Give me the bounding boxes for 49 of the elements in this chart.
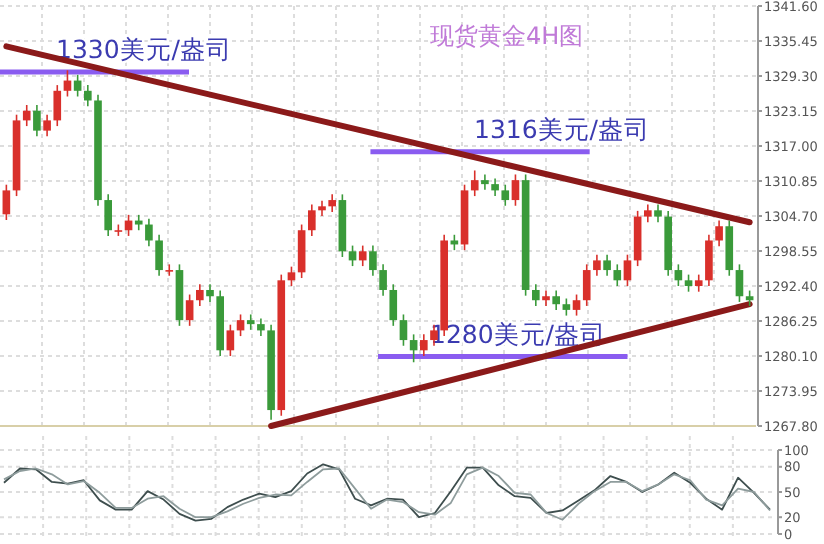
- candlestick: [84, 84, 92, 107]
- candlestick: [572, 293, 581, 317]
- candlestick: [623, 253, 632, 287]
- candlestick: [297, 223, 306, 279]
- candlestick: [236, 313, 245, 337]
- candlestick: [409, 333, 418, 364]
- candlestick: [379, 263, 387, 297]
- candlestick: [22, 104, 31, 127]
- candlestick: [33, 104, 41, 138]
- candlestick: [287, 265, 296, 287]
- text: 现货黄金4H图: [430, 22, 584, 50]
- candlestick: [145, 218, 153, 247]
- candlestick: [511, 173, 520, 207]
- candlestick: [582, 263, 591, 307]
- candlestick: [399, 313, 408, 347]
- candlestick: [501, 183, 510, 207]
- candlestick: [613, 263, 622, 287]
- candlestick: [53, 84, 62, 127]
- candlestick: [481, 173, 489, 191]
- candlestick: [155, 233, 163, 277]
- candlestick: [735, 263, 744, 303]
- candlestick: [246, 313, 255, 331]
- candlestick: [715, 219, 723, 247]
- candlestick: [308, 203, 316, 237]
- ref-line-label: 1330美元/盎司: [56, 34, 233, 65]
- candlestick: [185, 293, 194, 327]
- candlestick: [348, 244, 357, 267]
- candlestick: [593, 253, 601, 277]
- candlestick: [358, 244, 367, 267]
- candlestick: [674, 263, 683, 287]
- candlestick: [196, 283, 204, 307]
- candlestick: [226, 323, 235, 357]
- candlestick: [420, 333, 428, 357]
- candlestick: [389, 283, 398, 327]
- candlestick: [165, 263, 174, 277]
- candlestick: [705, 233, 713, 287]
- candlestick: [552, 289, 560, 311]
- candlestick: [532, 283, 540, 307]
- candlestick: [104, 193, 112, 237]
- candlestick: [633, 210, 642, 267]
- candlestick: [470, 169, 479, 197]
- candlestick: [43, 113, 51, 138]
- candlestick: [603, 253, 611, 277]
- candlestick: [725, 219, 734, 277]
- candlestick: [369, 244, 377, 277]
- candlestick: [63, 69, 72, 98]
- candlestick: [73, 74, 82, 98]
- candlestick: [2, 183, 11, 221]
- ref-line-label: 1316美元/盎司: [474, 113, 651, 144]
